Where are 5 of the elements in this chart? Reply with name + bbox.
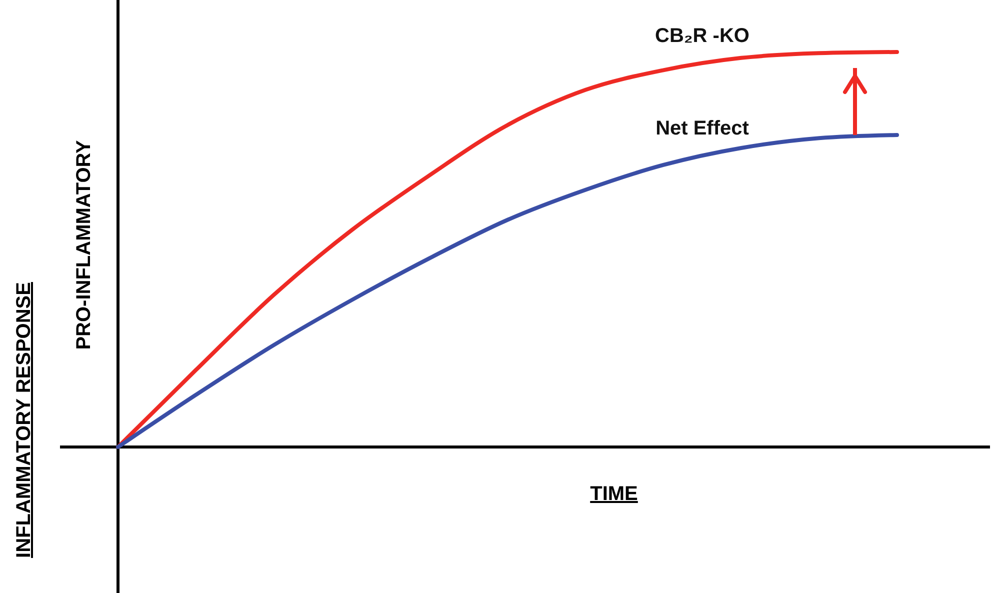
series-label: CB₂R -KO — [655, 25, 750, 48]
series-label: Net Effect — [656, 117, 750, 140]
annotation: PRO-INFLAMMATORY — [73, 140, 95, 350]
x-axis-title: TIME — [590, 483, 638, 505]
y-axis-title: INFLAMMATORY RESPONSE — [13, 282, 35, 558]
